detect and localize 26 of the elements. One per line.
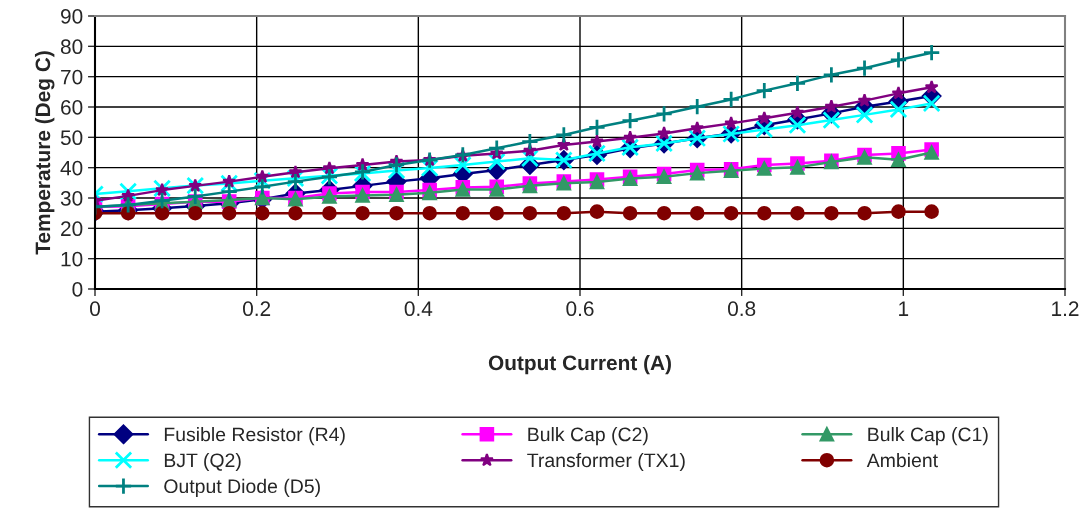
y-tick-label: 40 xyxy=(60,160,83,176)
y-axis-title: Temperature (Deg C) xyxy=(34,51,55,255)
y-tick-label: 90 xyxy=(61,9,83,24)
y-tick-label: 0 xyxy=(72,282,83,297)
x-tick-label: 0.6 xyxy=(566,301,594,317)
x-tick-label: 0.8 xyxy=(728,301,756,317)
legend-label: Bulk Cap (C2) xyxy=(528,427,648,446)
legend-label: Fusible Resistor (R4) xyxy=(164,427,345,446)
legend-label: BJT (Q2) xyxy=(164,452,241,472)
y-tick-label: 80 xyxy=(60,39,83,55)
x-tick-label: 0.2 xyxy=(243,301,271,317)
x-tick-label: 0 xyxy=(90,301,100,317)
y-tick-label: 50 xyxy=(60,130,83,146)
legend-label: Ambient xyxy=(866,452,938,468)
legend-label: Transformer (TX1) xyxy=(527,452,685,472)
legend-label: Bulk Cap (C1) xyxy=(868,427,988,446)
x-tick-label: 1.2 xyxy=(1052,301,1079,316)
y-tick-label: 60 xyxy=(61,100,83,115)
x-tick-label: 1 xyxy=(899,301,909,316)
y-tick-label: 70 xyxy=(61,69,83,85)
x-tick-label: 0.4 xyxy=(404,301,433,317)
y-tick-label: 30 xyxy=(60,191,83,206)
legend-label: Output Diode (D5) xyxy=(164,478,320,497)
y-tick-label: 10 xyxy=(61,251,83,267)
x-axis-title: Output Current (A) xyxy=(488,354,671,375)
y-tick-label: 20 xyxy=(61,221,83,237)
